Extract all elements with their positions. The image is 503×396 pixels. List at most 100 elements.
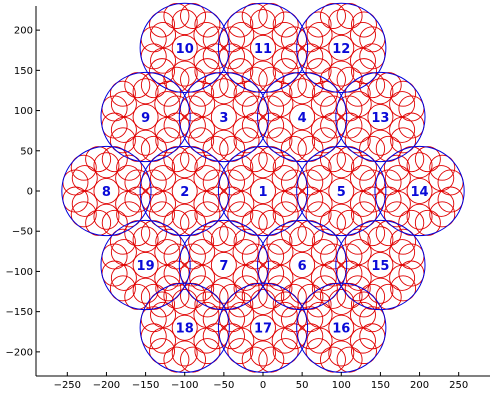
sub-circle <box>219 283 246 310</box>
sub-circle <box>350 11 377 38</box>
sub-circle <box>149 58 176 85</box>
sub-circle <box>281 169 307 196</box>
x-tick-label: 200 <box>410 380 429 391</box>
sub-circle <box>132 129 159 156</box>
sub-circle <box>101 112 128 139</box>
sub-circle <box>375 220 402 247</box>
sub-circle <box>258 2 285 29</box>
sub-circle <box>180 282 207 309</box>
sub-circle <box>180 346 207 373</box>
sub-circle <box>289 129 316 156</box>
sub-circle <box>266 228 293 255</box>
sub-circle <box>202 169 229 196</box>
cell-label-10: 10 <box>176 42 194 57</box>
cell-label-17: 17 <box>254 322 272 337</box>
sub-circle <box>219 72 246 99</box>
sub-circle <box>297 323 324 350</box>
sub-circle <box>219 135 246 162</box>
sub-circle <box>85 209 112 236</box>
sub-circle <box>109 127 136 154</box>
sub-circle <box>406 203 433 230</box>
sub-circle <box>336 282 363 309</box>
sub-circle <box>202 26 229 53</box>
sub-circle <box>336 146 363 173</box>
y-tick-label: 150 <box>14 66 33 77</box>
sub-circle <box>297 220 324 247</box>
y-tick-label: −50 <box>12 227 33 238</box>
cell-label-2: 2 <box>180 185 189 200</box>
sub-circle <box>227 11 254 38</box>
sub-circle <box>149 154 176 181</box>
sub-circle <box>390 80 417 107</box>
cell-label-8: 8 <box>102 185 111 200</box>
y-tick-label: −100 <box>6 267 33 278</box>
sub-circle <box>250 60 276 87</box>
sub-circle <box>350 58 377 85</box>
sub-circle <box>227 201 254 228</box>
cell-circle-9 <box>100 71 191 163</box>
cell-circle-10 <box>139 2 230 93</box>
sub-circle <box>406 152 433 179</box>
sub-circle <box>101 260 128 287</box>
sub-circle <box>320 243 347 270</box>
sub-circle <box>93 203 120 230</box>
sub-circle <box>233 275 260 302</box>
sub-circle <box>202 220 229 247</box>
cell-label-3: 3 <box>219 111 228 126</box>
sub-circle <box>336 346 363 373</box>
sub-circle <box>305 11 332 38</box>
sub-circle <box>179 260 206 287</box>
sub-circle <box>250 152 276 179</box>
sub-circle <box>359 306 386 333</box>
sub-circle <box>219 43 245 70</box>
cell-label-7: 7 <box>219 259 228 274</box>
sub-circle <box>280 135 307 162</box>
sub-circle <box>375 72 402 99</box>
sub-circle <box>328 203 355 230</box>
sub-circle <box>93 178 120 204</box>
cell-label-9: 9 <box>141 111 150 126</box>
sub-circle <box>289 277 316 304</box>
y-tick-label: 50 <box>20 146 33 157</box>
sub-circle <box>241 2 268 29</box>
sub-circle <box>124 135 151 162</box>
sub-circle <box>180 2 207 29</box>
cell-label-4: 4 <box>298 111 307 126</box>
sub-circle <box>241 66 268 93</box>
sub-circle <box>70 154 97 181</box>
sub-circle <box>328 178 355 204</box>
sub-circle <box>258 209 285 236</box>
sub-circle <box>398 146 425 173</box>
sub-circle <box>319 346 346 373</box>
sub-circle <box>390 275 417 302</box>
cell-label-15: 15 <box>371 259 389 274</box>
sub-circle <box>350 154 377 181</box>
sub-circle <box>272 338 299 365</box>
sub-circle <box>227 154 254 181</box>
sub-circle <box>272 154 299 181</box>
sub-circle <box>124 283 151 310</box>
sub-circle <box>359 26 386 53</box>
sub-circle <box>132 104 159 130</box>
sub-circle <box>367 277 394 304</box>
cell-circle-12 <box>296 2 387 93</box>
x-tick-label: −100 <box>171 380 198 391</box>
y-tick-label: −200 <box>6 347 33 358</box>
sub-circle <box>70 201 97 228</box>
cell-label-5: 5 <box>337 185 346 200</box>
sub-circle <box>202 72 229 99</box>
y-tick-label: 0 <box>27 187 33 198</box>
sub-circle <box>233 127 260 154</box>
sub-circle <box>132 277 159 304</box>
sub-circle <box>311 228 338 255</box>
sub-circle <box>272 291 299 318</box>
sub-circle <box>328 60 355 87</box>
sub-circle <box>101 146 128 173</box>
sub-circle <box>210 129 237 156</box>
sub-circle <box>241 95 268 122</box>
sub-circle <box>241 243 268 270</box>
sub-circle <box>116 154 143 181</box>
sub-circle <box>140 323 167 350</box>
sub-circle <box>227 58 254 85</box>
x-tick-label: 100 <box>332 380 351 391</box>
